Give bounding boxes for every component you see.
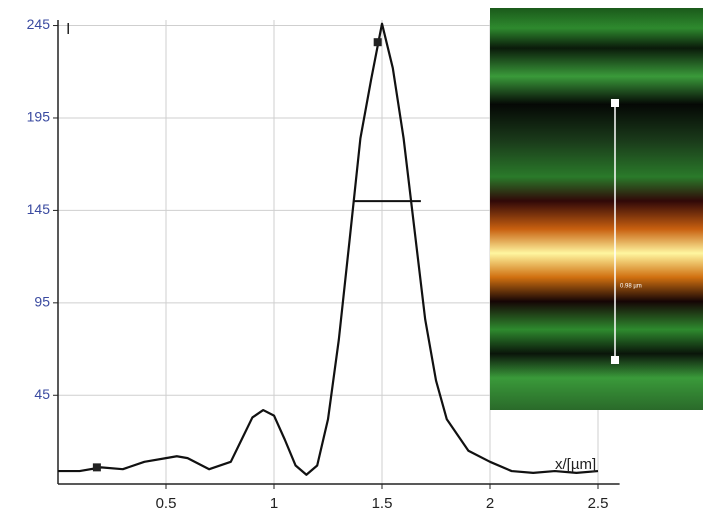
x-tick-label: 2.5 — [588, 495, 609, 512]
inset-handle — [611, 99, 619, 107]
inset-image: 0.98 µm — [490, 8, 703, 410]
x-axis-label: x/[µm] — [555, 456, 596, 473]
line-series — [58, 22, 599, 476]
plot — [58, 22, 599, 476]
y-tick-label: 145 — [27, 201, 51, 217]
x-tick-label: 1 — [270, 495, 278, 512]
y-tick-label: 195 — [27, 109, 51, 125]
x-tick-label: 0.5 — [156, 495, 177, 512]
cursor-marker — [373, 38, 382, 47]
y-tick-label: 245 — [27, 16, 51, 32]
y-tick-label: 95 — [34, 294, 50, 310]
cursor-marker — [92, 463, 101, 472]
y-tick-label: 45 — [34, 386, 50, 402]
inset-label: 0.98 µm — [620, 284, 642, 290]
y-axis-label: I — [66, 21, 70, 38]
inset-background — [490, 8, 703, 410]
inset-handle — [611, 356, 619, 364]
x-tick-label: 1.5 — [372, 495, 393, 512]
x-tick-label: 2 — [486, 495, 494, 512]
